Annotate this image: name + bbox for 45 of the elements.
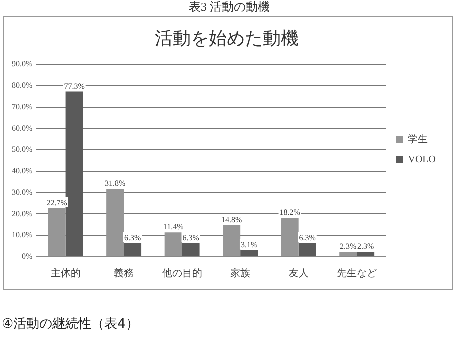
bar (281, 218, 299, 256)
text: 表3 活動の動機 (188, 0, 271, 14)
y-tick-label: 10.0% (12, 230, 33, 240)
data-label: 14.8% (222, 215, 242, 224)
data-label: 18.2% (280, 208, 301, 218)
y-tick-label: 60.0% (12, 124, 33, 133)
data-label: 3.1% (240, 240, 258, 250)
bar (240, 250, 258, 256)
data-label: 2.3% (340, 242, 358, 252)
y-tick-label: 30.0% (12, 188, 33, 197)
text: ④活動の継続性（表4） (2, 316, 139, 333)
x-tick-label: 主体的 (50, 268, 81, 280)
legend-label: VOLO (408, 154, 436, 166)
data-label: 11.4% (163, 222, 184, 232)
bar (48, 208, 66, 256)
data-label: 2.3% (358, 242, 374, 252)
bar (124, 244, 142, 256)
legend-label: 学生 (408, 134, 428, 146)
data-label: 22.7% (46, 198, 68, 208)
bar (357, 252, 375, 256)
bar (298, 244, 316, 256)
x-tick-label: 先生など (337, 268, 378, 280)
bar (182, 244, 200, 256)
bar (66, 92, 84, 256)
y-tick-label: 50.0% (12, 145, 33, 154)
x-tick-label: 友人 (288, 268, 309, 280)
bar (164, 232, 182, 256)
y-tick-label: 90.0% (12, 60, 33, 69)
y-tick-label: 20.0% (12, 209, 33, 218)
data-label: 6.3% (182, 234, 200, 243)
data-label: 77.3% (64, 82, 86, 91)
bar (106, 189, 124, 256)
y-tick-label: 80.0% (12, 81, 33, 90)
x-tick-label: 家族 (230, 268, 251, 280)
y-tick-label: 40.0% (12, 166, 33, 176)
data-label: 6.3% (124, 234, 142, 243)
data-label: 31.8% (104, 179, 126, 188)
bar (223, 225, 241, 256)
chart-title: 活動を始めた動機 (155, 28, 299, 49)
y-tick-label: 70.0% (12, 102, 33, 112)
bar (340, 252, 358, 256)
x-tick-label: 義務 (114, 268, 134, 280)
data-label: 6.3% (299, 234, 316, 243)
x-tick-label: 他の目的 (162, 268, 202, 280)
y-tick-label: 0% (22, 252, 33, 262)
